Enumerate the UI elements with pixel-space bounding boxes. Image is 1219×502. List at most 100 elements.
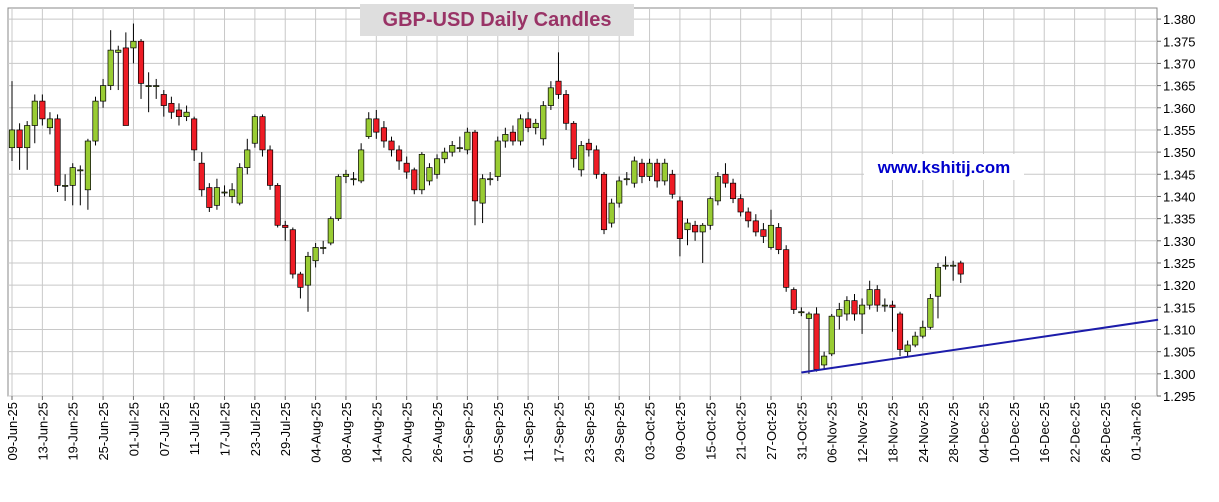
candle-body (69, 167, 76, 186)
x-tick-label: 10-Dec-25 (1007, 402, 1022, 463)
candle-body (608, 202, 615, 224)
candle-body (623, 178, 630, 181)
x-tick-label: 07-Jul-25 (157, 402, 172, 456)
candle-body (396, 149, 403, 162)
candle-body (525, 118, 532, 129)
candle-body (183, 111, 190, 117)
x-tick-label: 23-Sep-25 (582, 402, 597, 463)
candle-body (494, 140, 501, 177)
y-tick-label: 1.320 (1163, 278, 1196, 293)
candle-body (563, 94, 570, 124)
candle-body (737, 198, 744, 213)
y-tick-label: 1.315 (1163, 300, 1196, 315)
candle-body (456, 147, 463, 150)
y-tick-label: 1.340 (1163, 189, 1196, 204)
candle-body (752, 220, 759, 233)
x-tick-label: 14-Aug-25 (369, 402, 384, 463)
candle-body (137, 40, 145, 84)
annotation: www.kshitij.com (877, 158, 1011, 177)
candle-body (775, 227, 782, 251)
candle-body (358, 149, 365, 182)
candle-body (115, 49, 122, 53)
candle-body (790, 289, 797, 310)
candle-body (859, 304, 866, 315)
trendline (801, 318, 1159, 374)
candle-body (502, 134, 509, 142)
x-tick-label: 21-Oct-25 (734, 402, 749, 460)
x-tick-label: 25-Jun-25 (96, 402, 111, 461)
candle-body (388, 140, 395, 151)
x-tick-label: 08-Aug-25 (339, 402, 354, 463)
candle-body (282, 224, 289, 228)
y-tick-label: 1.350 (1163, 145, 1196, 160)
candle-body (221, 191, 228, 194)
candle-body (722, 173, 729, 184)
candle-body (236, 167, 243, 204)
x-tick-label: 17-Sep-25 (551, 402, 566, 463)
x-tick-label: 28-Nov-25 (946, 402, 961, 463)
candle-body (107, 49, 114, 86)
y-tick-label: 1.295 (1163, 389, 1196, 404)
x-tick-label: 31-Oct-25 (794, 402, 809, 460)
candle-body (342, 173, 350, 177)
candle-body (540, 105, 547, 140)
x-tick-label: 12-Nov-25 (855, 402, 870, 463)
candle-body (46, 118, 54, 129)
candle-body (843, 300, 850, 315)
y-tick-label: 1.365 (1163, 79, 1196, 94)
candle-body (904, 344, 911, 353)
candle-body (638, 162, 646, 177)
x-tick-label: 15-Oct-25 (703, 402, 718, 460)
candle-body (957, 262, 964, 275)
candle-body (570, 122, 577, 160)
candle-body (206, 187, 213, 208)
candle-body (646, 162, 653, 177)
x-tick-label: 18-Nov-25 (885, 402, 900, 463)
candle-body (373, 118, 380, 133)
y-tick-label: 1.335 (1163, 212, 1196, 227)
candle-body (631, 160, 638, 184)
candle-body (851, 300, 858, 315)
x-tick-label: 04-Dec-25 (977, 402, 992, 463)
x-tick-label: 03-Oct-25 (643, 402, 658, 460)
x-tick-label: 06-Nov-25 (825, 402, 840, 463)
candle-body (950, 264, 957, 267)
x-tick-label: 29-Jul-25 (278, 402, 293, 456)
candle-body (160, 94, 167, 106)
candle-body (92, 100, 99, 142)
candle-body (942, 264, 949, 267)
candle-body (760, 229, 767, 237)
x-tick-label: 16-Dec-25 (1037, 402, 1052, 463)
y-tick-label: 1.325 (1163, 256, 1196, 271)
x-tick-label: 29-Sep-25 (612, 402, 627, 463)
candle-body (676, 200, 683, 239)
candle-body (600, 173, 608, 231)
candle-body (327, 218, 334, 244)
candle-body (244, 149, 251, 168)
candle-body (426, 167, 433, 182)
candle-body (62, 185, 69, 187)
candle-body (828, 315, 835, 355)
candle-body (31, 100, 38, 126)
candle-body (350, 178, 357, 181)
candle-body (532, 122, 539, 129)
candle-body (8, 129, 16, 149)
y-tick-label: 1.300 (1163, 367, 1196, 382)
candle-body (813, 313, 820, 370)
chart-title: GBP-USD Daily Candles (383, 9, 612, 31)
y-tick-label: 1.310 (1163, 322, 1196, 337)
candle-body (297, 273, 304, 288)
candle-body (365, 118, 372, 137)
candle-body (229, 189, 236, 197)
annotation-box (864, 154, 1024, 180)
candle-body (274, 185, 281, 226)
y-tick-label: 1.355 (1163, 123, 1196, 138)
candle-body (767, 224, 775, 248)
candle-body (593, 149, 600, 175)
plot-area (7, 7, 1158, 397)
x-tick-label: 20-Aug-25 (400, 402, 415, 463)
x-tick-label: 22-Dec-25 (1068, 402, 1083, 463)
candle-body (289, 229, 296, 275)
candle-body (798, 311, 805, 314)
